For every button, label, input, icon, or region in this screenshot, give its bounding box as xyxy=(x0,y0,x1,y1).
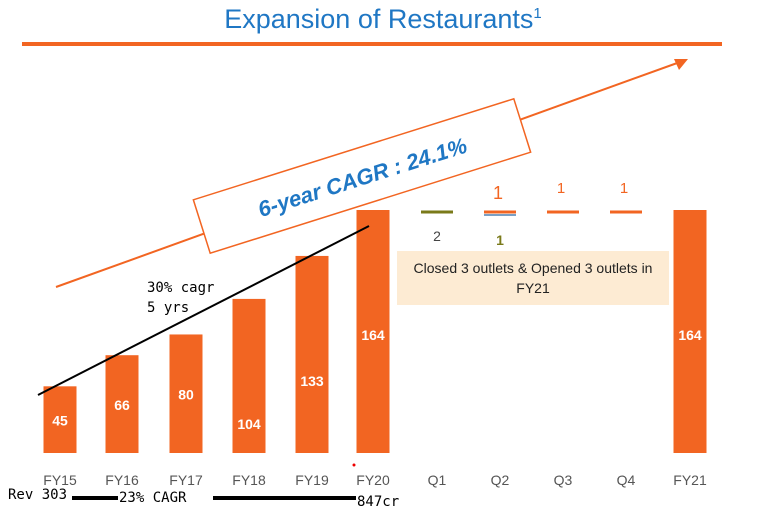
handdrawn-trend-line xyxy=(37,225,370,396)
opened-label-q4: 1 xyxy=(620,180,628,197)
x-tick-fy15: FY15 xyxy=(43,472,77,488)
x-tick-q4: Q4 xyxy=(617,472,636,488)
title-footnote: 1 xyxy=(533,5,542,22)
opened-label-q2: 1 xyxy=(493,183,503,203)
opened-label-q3: 1 xyxy=(557,180,565,197)
bar-label-fy15: 45 xyxy=(52,413,68,429)
x-tick-fy19: FY19 xyxy=(295,472,329,488)
x-tick-q2: Q2 xyxy=(491,472,510,488)
x-tick-q3: Q3 xyxy=(554,472,573,488)
bar-fy15 xyxy=(43,386,77,453)
bar-label-fy20: 164 xyxy=(361,327,385,343)
bar-fy16 xyxy=(105,355,139,453)
red-dot xyxy=(352,463,356,467)
bars-group: 45 FY15 66 FY16 80 FY17 104 FY18 133 FY19 164 FY20 Q… xyxy=(43,180,707,488)
handwritten-cagr-line2: 5 yrs xyxy=(147,300,190,316)
x-tick-fy21: FY21 xyxy=(673,472,707,488)
closed-label-q2: 1 xyxy=(496,232,504,248)
fy21-note: Closed 3 outlets & Opened 3 outlets in F… xyxy=(397,251,669,305)
title-underline xyxy=(22,42,722,46)
handwritten-cagr-line1: 30% cagr xyxy=(147,280,215,296)
x-tick-fy18: FY18 xyxy=(232,472,266,488)
handwritten-rev-start: Rev 303 xyxy=(8,487,68,503)
bar-label-fy16: 66 xyxy=(114,397,130,413)
bar-fy19 xyxy=(295,255,329,453)
handwritten-rev-end: 847cr xyxy=(357,494,400,510)
bar-label-fy18: 104 xyxy=(237,416,261,432)
trend-arrowhead xyxy=(674,59,688,70)
bar-fy21 xyxy=(673,210,707,453)
x-tick-fy16: FY16 xyxy=(105,472,139,488)
fy21-note-text: Closed 3 outlets & Opened 3 outlets in F… xyxy=(413,260,653,296)
bar-label-fy21: 164 xyxy=(678,327,702,343)
bar-fy18 xyxy=(232,298,266,453)
x-tick-q1: Q1 xyxy=(428,472,447,488)
bar-label-fy19: 133 xyxy=(300,373,324,389)
x-tick-fy20: FY20 xyxy=(356,472,390,488)
bar-fy20 xyxy=(356,210,390,453)
bar-fy17 xyxy=(169,334,203,453)
bar-label-fy17: 80 xyxy=(178,387,194,403)
cagr-callout-box xyxy=(192,97,532,255)
handwritten-rev-cagr: 23% CAGR xyxy=(119,490,187,506)
chart-title-text: Expansion of Restaurants xyxy=(224,4,534,34)
x-tick-fy17: FY17 xyxy=(169,472,203,488)
chart-title: Expansion of Restaurants1 xyxy=(0,4,766,35)
closed-label-q1: 2 xyxy=(433,228,441,244)
